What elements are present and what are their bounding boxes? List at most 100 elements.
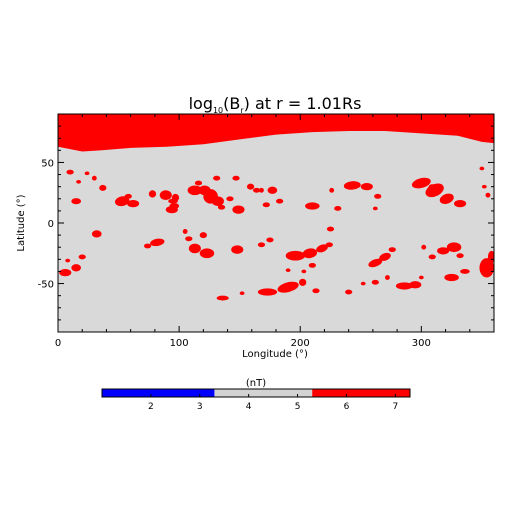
colorbar-tick-label: 6	[344, 402, 350, 412]
active-region	[428, 254, 436, 260]
active-region	[239, 291, 245, 296]
colorbar-segment	[214, 389, 313, 397]
active-region	[84, 171, 90, 176]
active-region	[150, 238, 165, 247]
y-tick-label: 0	[48, 219, 54, 230]
active-region	[231, 245, 244, 254]
active-region	[257, 288, 278, 296]
active-region	[199, 248, 215, 259]
active-region	[479, 258, 494, 278]
active-region	[409, 281, 422, 289]
active-region	[371, 279, 379, 285]
active-region	[91, 230, 102, 238]
title-prefix: log	[189, 94, 213, 113]
axes: 0 100 200 300 -50 0 50	[38, 113, 495, 349]
active-region	[188, 243, 201, 254]
active-region	[71, 198, 82, 205]
active-region	[127, 199, 140, 208]
active-region	[71, 264, 82, 272]
x-tick-label: 300	[412, 338, 431, 349]
colorbar: (nT) 2 3 4 5 6 7	[101, 378, 411, 412]
active-region	[343, 181, 361, 190]
active-region	[360, 183, 373, 191]
y-tick-label: -50	[38, 280, 54, 291]
colorbar-label: (nT)	[246, 378, 266, 389]
active-region	[305, 202, 320, 210]
x-tick-label: 0	[55, 338, 61, 349]
colorbar-tick-label: 7	[392, 402, 398, 412]
active-region	[185, 236, 193, 242]
active-region	[262, 202, 270, 208]
active-region	[345, 289, 353, 295]
active-region	[217, 204, 226, 210]
active-region	[91, 175, 97, 181]
active-region	[232, 205, 245, 214]
active-region	[418, 275, 424, 280]
colorbar-tick-label: 5	[295, 402, 301, 412]
active-region	[308, 262, 316, 268]
colorbar-segment	[312, 389, 410, 397]
active-region	[428, 184, 436, 190]
active-region	[226, 196, 234, 202]
x-tick-label: 200	[291, 338, 310, 349]
active-region	[165, 206, 178, 214]
active-region	[232, 175, 240, 181]
active-region	[59, 269, 72, 277]
active-region	[257, 242, 266, 248]
active-region	[299, 278, 307, 286]
active-region	[277, 281, 299, 293]
y-tick-label: 50	[41, 158, 54, 169]
active-region	[211, 196, 224, 207]
active-region	[395, 282, 413, 290]
title-suffix: ) at r = 1.01Rs	[244, 94, 362, 113]
active-region	[285, 268, 291, 273]
active-region	[301, 269, 307, 274]
heatmap-plot	[58, 114, 494, 332]
active-region	[148, 190, 157, 198]
active-regions	[59, 166, 494, 301]
active-region	[312, 288, 320, 294]
active-region	[216, 295, 229, 301]
active-region	[199, 232, 207, 239]
active-region	[246, 183, 255, 190]
active-region	[456, 253, 464, 259]
colorbar-tick-label: 3	[197, 402, 203, 412]
active-region	[446, 242, 462, 253]
x-axis-label: Longitude (°)	[242, 349, 308, 360]
colorbar-tick-label: 4	[246, 402, 252, 412]
active-region	[444, 273, 459, 282]
active-region	[360, 281, 366, 286]
active-region	[388, 247, 396, 253]
active-region	[485, 192, 491, 198]
active-region	[325, 242, 333, 248]
active-region	[194, 180, 203, 186]
active-region	[316, 244, 328, 253]
active-region	[159, 190, 172, 200]
active-region	[411, 177, 431, 189]
active-region	[302, 248, 318, 259]
active-region	[372, 206, 378, 211]
active-region	[481, 184, 487, 189]
polar-cap-region	[58, 114, 494, 152]
active-region	[487, 250, 494, 263]
heatmap-background	[58, 114, 494, 332]
x-tick-label: 100	[170, 338, 189, 349]
active-region	[385, 275, 390, 280]
active-region	[76, 180, 82, 184]
active-region	[379, 252, 391, 261]
active-region	[479, 166, 485, 171]
active-region	[99, 184, 107, 191]
title-var-subscript: r	[240, 106, 244, 115]
active-region	[285, 250, 306, 261]
active-region	[182, 229, 188, 234]
colorbar-tick-label: 2	[148, 402, 154, 412]
active-region	[439, 193, 454, 204]
active-region	[65, 258, 71, 263]
title-subscript: 10	[213, 106, 223, 115]
chart-title: log10(Br) at r = 1.01Rs	[189, 94, 362, 115]
active-region	[454, 199, 467, 208]
y-axis-label: Latitude (°)	[16, 194, 27, 251]
active-region	[368, 258, 383, 268]
active-region	[326, 226, 335, 232]
